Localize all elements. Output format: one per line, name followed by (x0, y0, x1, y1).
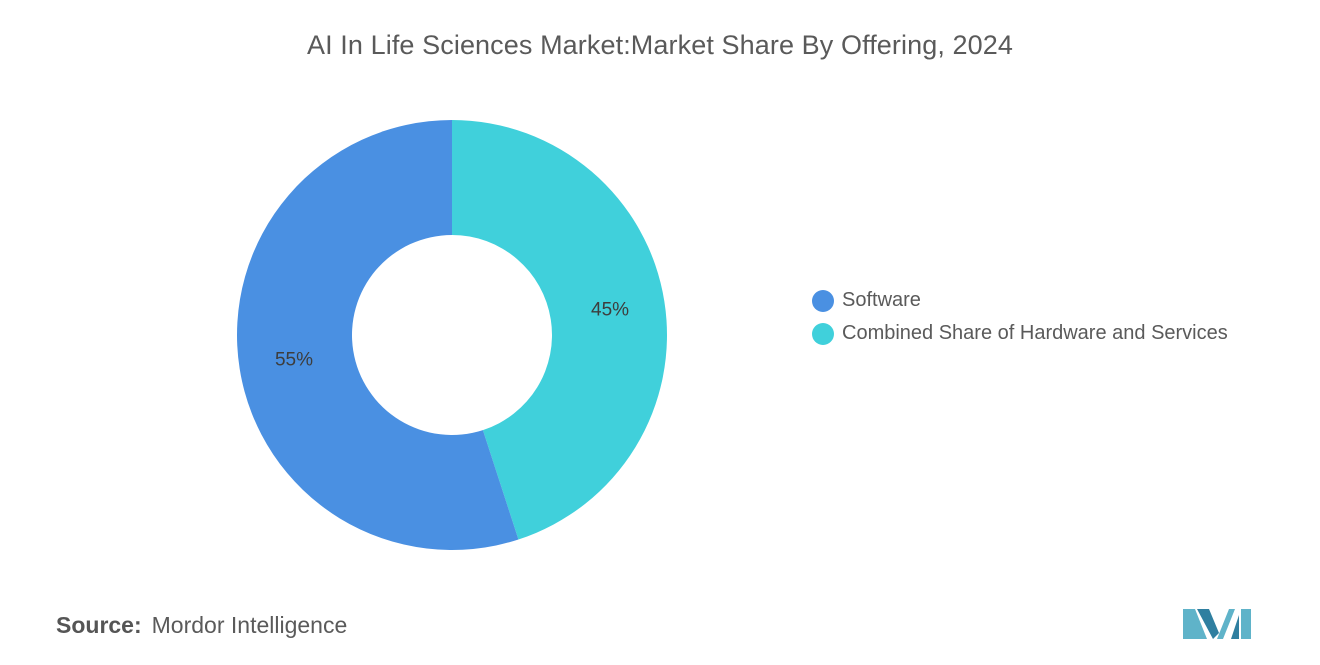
legend-label: Combined Share of Hardware and Services (842, 322, 1228, 344)
source-value: Mordor Intelligence (151, 612, 348, 638)
legend-swatch (812, 289, 834, 312)
legend-item: Combined Share of Hardware and Services (812, 317, 1228, 350)
legend-item: Software (812, 284, 1228, 317)
donut-slice-labels: 45% 55% (275, 299, 629, 370)
chart-legend: Software Combined Share of Hardware and S… (812, 284, 1228, 350)
source-note: Source: Mordor Intelligence (56, 612, 347, 639)
mordor-intelligence-logo-icon (1183, 609, 1251, 639)
chart-title: AI In Life Sciences Market:Market Share … (306, 30, 1014, 60)
legend-swatch (812, 322, 834, 345)
slice-software (236, 120, 519, 550)
slice-label-combined-share-of-hardware-and-services: 45% (591, 299, 629, 320)
legend-label: Software (842, 289, 921, 311)
source-key: Source: (56, 612, 142, 638)
slice-label-software: 55% (275, 350, 313, 371)
slice-combined-share-of-hardware-and-services (452, 120, 667, 540)
donut-slices (236, 120, 667, 550)
